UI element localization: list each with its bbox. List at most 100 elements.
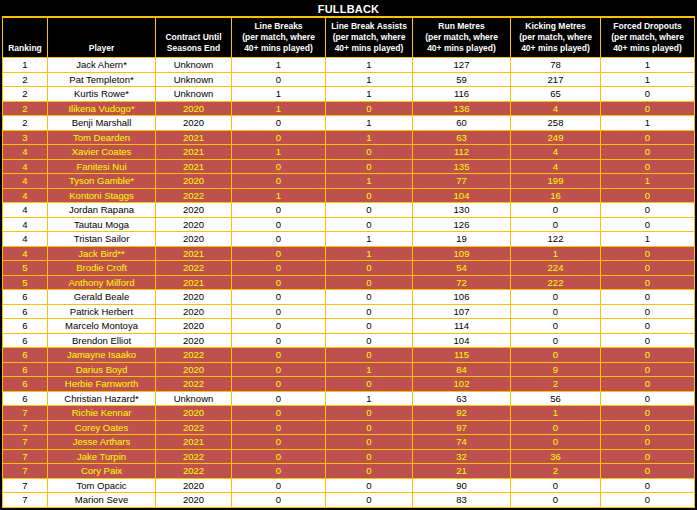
table-header: RankingPlayerContract UntilSeasons EndLi… — [3, 18, 695, 58]
cell-line-breaks: 0 — [232, 348, 326, 363]
header-line: Kicking Metres — [511, 21, 600, 32]
cell-line-break-assists: 1 — [326, 232, 413, 247]
cell-kicking-metres: 4 — [511, 145, 601, 160]
cell-contract-until-seasons-end: 2020 — [156, 217, 232, 232]
cell-contract-until-seasons-end: 2022 — [156, 464, 232, 479]
cell-run-metres: 90 — [413, 478, 511, 493]
table-row: 1Jack Ahern*Unknown11127781 — [3, 58, 695, 73]
cell-player: Brendon Elliot — [48, 333, 156, 348]
cell-kicking-metres: 0 — [511, 333, 601, 348]
cell-contract-until-seasons-end: 2022 — [156, 348, 232, 363]
table-title: FULLBACK — [2, 2, 695, 17]
cell-run-metres: 97 — [413, 420, 511, 435]
cell-ranking: 4 — [3, 188, 48, 203]
cell-line-breaks: 0 — [232, 391, 326, 406]
cell-kicking-metres: 4 — [511, 159, 601, 174]
cell-player: Benji Marshall — [48, 116, 156, 131]
cell-line-breaks: 1 — [232, 145, 326, 160]
cell-kicking-metres: 1 — [511, 406, 601, 421]
table-row: 7Marion Seve2020008300 — [3, 493, 695, 508]
cell-ranking: 7 — [3, 406, 48, 421]
cell-line-break-assists: 1 — [326, 72, 413, 87]
cell-contract-until-seasons-end: Unknown — [156, 58, 232, 73]
cell-forced-dropouts: 1 — [601, 72, 695, 87]
fullback-stats-table: FULLBACK RankingPlayerContract UntilSeas… — [0, 0, 697, 510]
cell-ranking: 7 — [3, 420, 48, 435]
cell-run-metres: 116 — [413, 87, 511, 102]
table-row: 7Jesse Arthars2021007400 — [3, 435, 695, 450]
table-row: 6Darius Boyd2020018490 — [3, 362, 695, 377]
cell-line-breaks: 0 — [232, 464, 326, 479]
column-header-run-metres: Run Metres(per match, where40+ mins play… — [413, 18, 511, 58]
cell-ranking: 1 — [3, 58, 48, 73]
table-row: 4Xavier Coates20211011240 — [3, 145, 695, 160]
table-body: 1Jack Ahern*Unknown111277812Pat Templeto… — [3, 58, 695, 508]
cell-player: Anthony Milford — [48, 275, 156, 290]
cell-run-metres: 84 — [413, 362, 511, 377]
cell-run-metres: 136 — [413, 101, 511, 116]
cell-forced-dropouts: 0 — [601, 217, 695, 232]
cell-forced-dropouts: 0 — [601, 159, 695, 174]
cell-forced-dropouts: 0 — [601, 478, 695, 493]
cell-kicking-metres: 0 — [511, 478, 601, 493]
table-row: 6Jamayne Isaako20220011500 — [3, 348, 695, 363]
cell-line-break-assists: 0 — [326, 188, 413, 203]
header-line: 40+ mins played) — [413, 43, 510, 54]
cell-player: Tom Dearden — [48, 130, 156, 145]
table-row: 7Jake Turpin20220032360 — [3, 449, 695, 464]
cell-line-breaks: 1 — [232, 87, 326, 102]
cell-player: Pat Templeton* — [48, 72, 156, 87]
table-row: 4Jordan Rapana20200013000 — [3, 203, 695, 218]
cell-contract-until-seasons-end: 2020 — [156, 362, 232, 377]
cell-line-breaks: 0 — [232, 232, 326, 247]
cell-line-break-assists: 0 — [326, 261, 413, 276]
cell-contract-until-seasons-end: Unknown — [156, 72, 232, 87]
table-row: 7Corey Oates2022009700 — [3, 420, 695, 435]
cell-run-metres: 126 — [413, 217, 511, 232]
cell-run-metres: 112 — [413, 145, 511, 160]
cell-run-metres: 54 — [413, 261, 511, 276]
cell-run-metres: 32 — [413, 449, 511, 464]
header-line: 40+ mins played) — [511, 43, 600, 54]
cell-kicking-metres: 36 — [511, 449, 601, 464]
header-line: Seasons End — [156, 43, 231, 54]
cell-kicking-metres: 0 — [511, 304, 601, 319]
header-line: Run Metres — [413, 21, 510, 32]
cell-forced-dropouts: 0 — [601, 420, 695, 435]
cell-line-break-assists: 0 — [326, 449, 413, 464]
cell-contract-until-seasons-end: 2022 — [156, 449, 232, 464]
cell-line-break-assists: 0 — [326, 159, 413, 174]
cell-run-metres: 92 — [413, 406, 511, 421]
cell-kicking-metres: 122 — [511, 232, 601, 247]
cell-kicking-metres: 217 — [511, 72, 601, 87]
table-row: 5Brodie Croft202200542240 — [3, 261, 695, 276]
cell-ranking: 4 — [3, 246, 48, 261]
cell-player: Kontoni Staggs — [48, 188, 156, 203]
table-row: 2Benji Marshall202001602581 — [3, 116, 695, 131]
cell-forced-dropouts: 0 — [601, 348, 695, 363]
cell-player: Kurtis Rowe* — [48, 87, 156, 102]
cell-forced-dropouts: 0 — [601, 319, 695, 334]
cell-run-metres: 59 — [413, 72, 511, 87]
cell-player: Xavier Coates — [48, 145, 156, 160]
cell-run-metres: 63 — [413, 130, 511, 145]
cell-line-breaks: 0 — [232, 319, 326, 334]
cell-player: Jack Ahern* — [48, 58, 156, 73]
cell-forced-dropouts: 1 — [601, 174, 695, 189]
header-line: Line Breaks — [232, 21, 325, 32]
cell-player: Fanitesi Nui — [48, 159, 156, 174]
cell-contract-until-seasons-end: 2020 — [156, 232, 232, 247]
cell-ranking: 6 — [3, 348, 48, 363]
cell-contract-until-seasons-end: 2020 — [156, 101, 232, 116]
cell-forced-dropouts: 0 — [601, 87, 695, 102]
cell-forced-dropouts: 1 — [601, 58, 695, 73]
table-row: 4Tristan Sailor202001191221 — [3, 232, 695, 247]
cell-line-breaks: 0 — [232, 116, 326, 131]
cell-contract-until-seasons-end: 2020 — [156, 493, 232, 508]
table-row: 2Ilikena Vudogo*20201013640 — [3, 101, 695, 116]
cell-player: Herbie Farnworth — [48, 377, 156, 392]
cell-kicking-metres: 2 — [511, 464, 601, 479]
cell-player: Tautau Moga — [48, 217, 156, 232]
cell-line-break-assists: 0 — [326, 145, 413, 160]
cell-ranking: 6 — [3, 304, 48, 319]
